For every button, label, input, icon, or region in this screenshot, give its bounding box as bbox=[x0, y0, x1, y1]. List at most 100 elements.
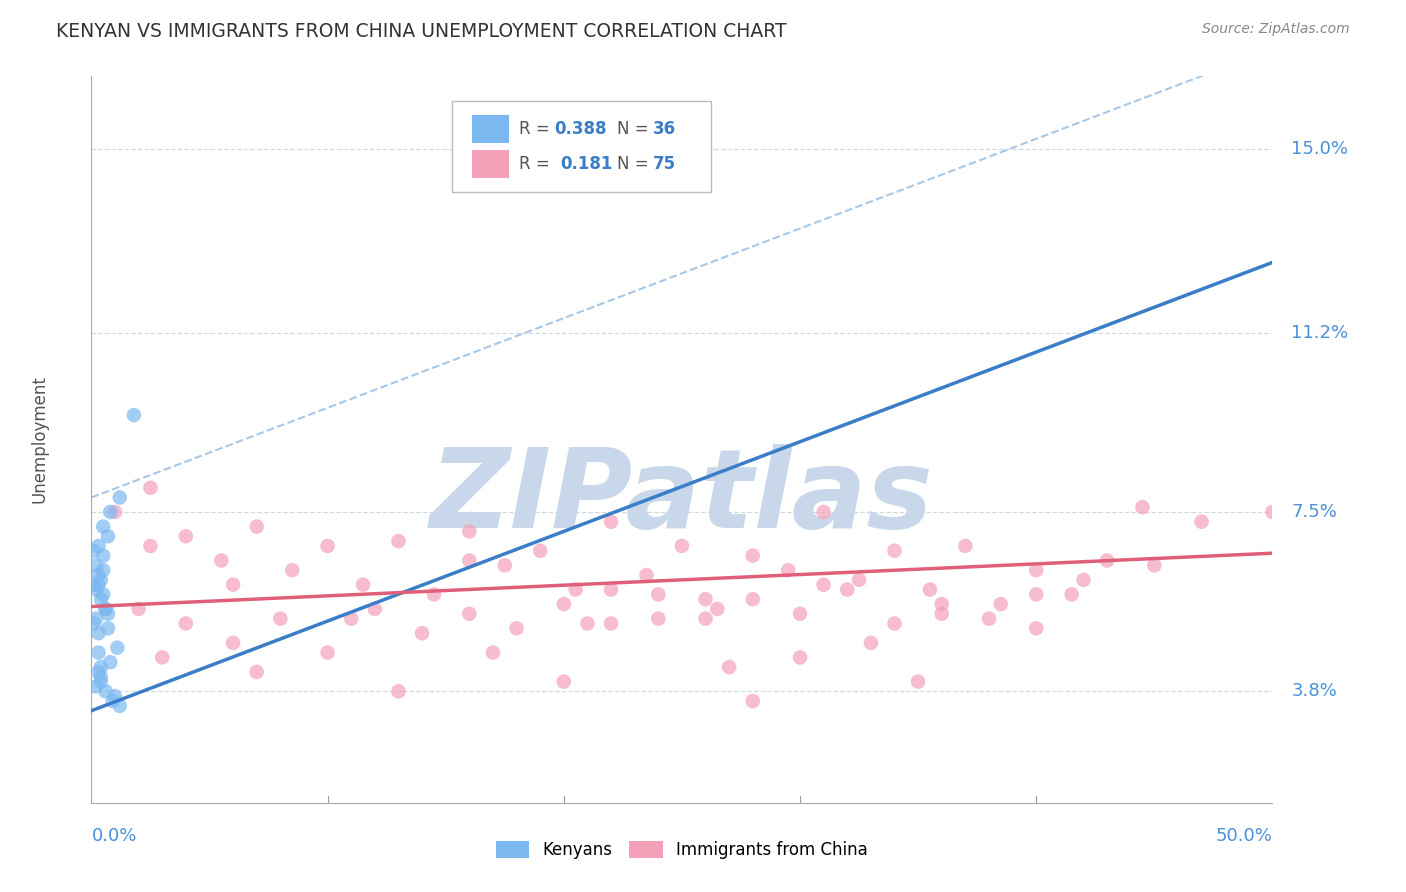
Point bbox=[813, 505, 835, 519]
Point bbox=[246, 519, 269, 533]
Point bbox=[564, 582, 586, 597]
Point bbox=[458, 524, 481, 539]
Point bbox=[84, 680, 107, 694]
Point bbox=[340, 612, 363, 626]
Point bbox=[87, 568, 110, 582]
Point bbox=[1060, 587, 1083, 601]
Text: 0.0%: 0.0% bbox=[91, 827, 136, 845]
Point bbox=[1025, 563, 1047, 577]
Legend: Kenyans, Immigrants from China: Kenyans, Immigrants from China bbox=[488, 832, 876, 867]
Point bbox=[636, 568, 658, 582]
Point bbox=[741, 549, 763, 563]
Point bbox=[458, 553, 481, 567]
Point bbox=[122, 408, 145, 422]
Point bbox=[105, 640, 128, 655]
Point bbox=[108, 698, 131, 713]
Point bbox=[94, 602, 117, 616]
Point bbox=[458, 607, 481, 621]
Point bbox=[955, 539, 977, 553]
Point bbox=[364, 602, 387, 616]
Point bbox=[97, 529, 120, 543]
Point bbox=[494, 558, 516, 573]
Text: 15.0%: 15.0% bbox=[1291, 139, 1348, 158]
Point bbox=[83, 543, 105, 558]
Point bbox=[104, 505, 127, 519]
Point bbox=[1143, 558, 1166, 573]
Point bbox=[883, 616, 905, 631]
Point bbox=[222, 636, 245, 650]
Text: N =: N = bbox=[617, 155, 648, 173]
FancyBboxPatch shape bbox=[451, 102, 711, 192]
Point bbox=[139, 481, 162, 495]
Point bbox=[246, 665, 269, 679]
Point bbox=[94, 684, 117, 698]
Bar bbox=[471, 150, 509, 178]
Text: 3.8%: 3.8% bbox=[1291, 682, 1337, 700]
Point bbox=[931, 597, 953, 611]
Point bbox=[423, 587, 446, 601]
Point bbox=[990, 597, 1012, 611]
Point bbox=[907, 674, 929, 689]
Point bbox=[718, 660, 741, 674]
Point bbox=[90, 670, 112, 684]
Point bbox=[600, 616, 623, 631]
Point bbox=[1095, 553, 1118, 567]
Point bbox=[647, 612, 669, 626]
Point bbox=[883, 543, 905, 558]
Point bbox=[174, 529, 197, 543]
Point bbox=[316, 539, 339, 553]
Point bbox=[741, 694, 763, 708]
Text: 0.181: 0.181 bbox=[560, 155, 613, 173]
Text: KENYAN VS IMMIGRANTS FROM CHINA UNEMPLOYMENT CORRELATION CHART: KENYAN VS IMMIGRANTS FROM CHINA UNEMPLOY… bbox=[56, 22, 787, 41]
Text: 0.388: 0.388 bbox=[554, 120, 607, 138]
Point bbox=[576, 616, 599, 631]
Point bbox=[90, 573, 112, 587]
Point bbox=[87, 539, 110, 553]
Point bbox=[695, 612, 717, 626]
Point bbox=[931, 607, 953, 621]
Point bbox=[1025, 621, 1047, 635]
Point bbox=[98, 655, 121, 669]
Point bbox=[411, 626, 433, 640]
Point bbox=[98, 505, 121, 519]
Point bbox=[387, 684, 409, 698]
Point bbox=[87, 626, 110, 640]
Point bbox=[281, 563, 304, 577]
Text: 50.0%: 50.0% bbox=[1216, 827, 1272, 845]
Text: 36: 36 bbox=[652, 120, 675, 138]
Point bbox=[174, 616, 197, 631]
Point bbox=[87, 665, 110, 679]
Text: 7.5%: 7.5% bbox=[1291, 503, 1337, 521]
Text: R =: R = bbox=[519, 120, 550, 138]
Point bbox=[222, 578, 245, 592]
Text: Unemployment: Unemployment bbox=[31, 376, 49, 503]
Point bbox=[837, 582, 859, 597]
Point bbox=[83, 616, 105, 631]
Point bbox=[1132, 500, 1154, 515]
Point bbox=[553, 674, 575, 689]
Point bbox=[778, 563, 800, 577]
Text: 75: 75 bbox=[652, 155, 675, 173]
Point bbox=[789, 607, 811, 621]
Point bbox=[1025, 587, 1047, 601]
Point bbox=[128, 602, 150, 616]
Point bbox=[104, 689, 127, 703]
Point bbox=[84, 558, 107, 573]
Point bbox=[482, 646, 505, 660]
Text: N =: N = bbox=[617, 120, 648, 138]
Point bbox=[741, 592, 763, 607]
Point bbox=[269, 612, 291, 626]
Text: ZIPatlas: ZIPatlas bbox=[430, 444, 934, 551]
Point bbox=[97, 621, 120, 635]
Point bbox=[91, 519, 114, 533]
Point bbox=[505, 621, 527, 635]
Point bbox=[94, 602, 117, 616]
Point bbox=[316, 646, 339, 660]
Text: Source: ZipAtlas.com: Source: ZipAtlas.com bbox=[1202, 22, 1350, 37]
Point bbox=[150, 650, 173, 665]
Point bbox=[97, 607, 120, 621]
Point bbox=[87, 578, 110, 592]
Point bbox=[848, 573, 870, 587]
Point bbox=[90, 660, 112, 674]
Point bbox=[84, 612, 107, 626]
